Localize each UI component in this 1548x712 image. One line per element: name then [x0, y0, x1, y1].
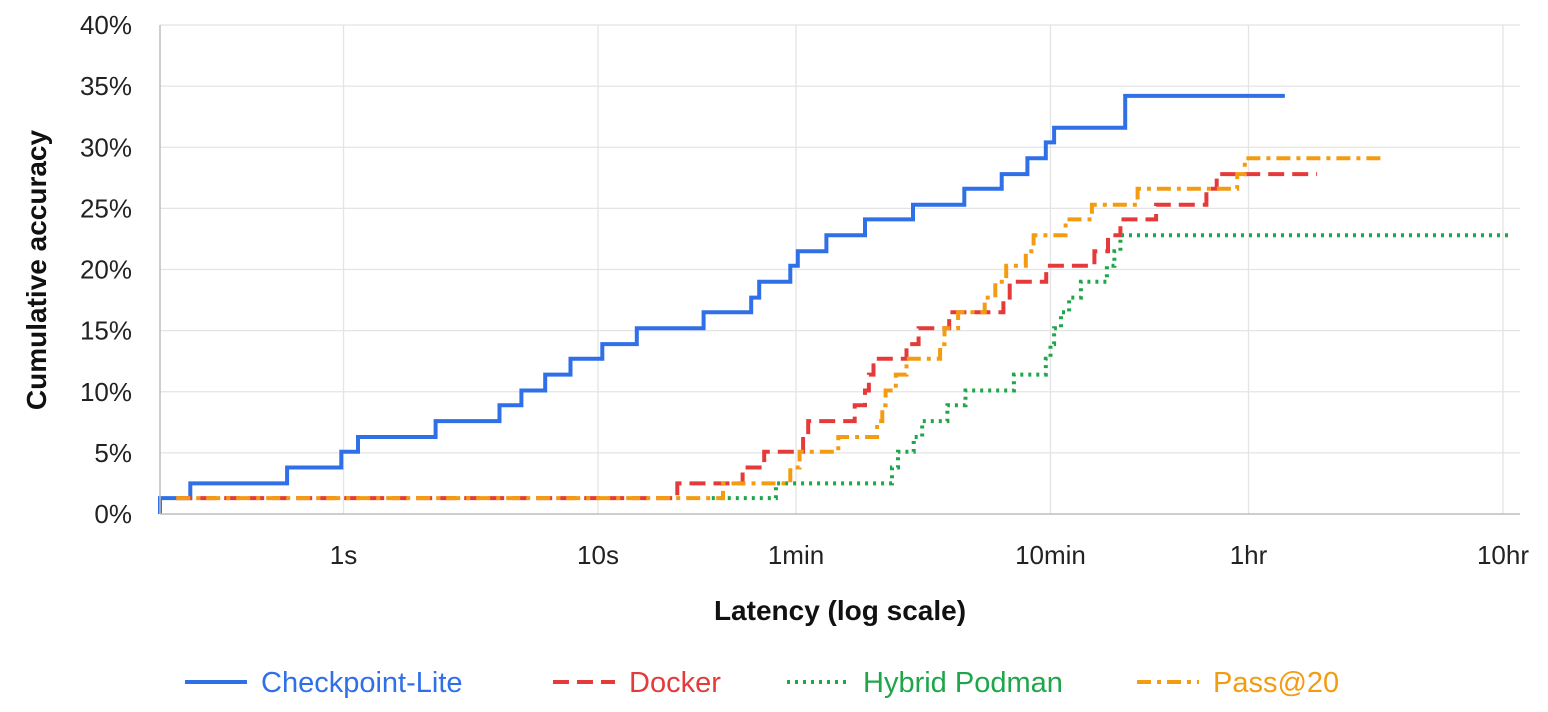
legend-label-docker: Docker [629, 667, 721, 699]
y-tick-label: 10% [80, 377, 132, 407]
x-tick-label: 1min [768, 540, 824, 570]
series-line-docker [176, 172, 1318, 501]
y-tick-label: 0% [94, 499, 132, 529]
legend-label-pass-20: Pass@20 [1213, 667, 1339, 699]
y-tick-label: 35% [80, 71, 132, 101]
series-lines [158, 93, 1512, 514]
axes: 0% 5% 10% 15% 20% 25% 30% 35% 40% 1s 10s 1min 10min 1… [80, 10, 1529, 570]
series-line-pass-20 [176, 156, 1382, 501]
y-tick-label: 30% [80, 132, 132, 162]
x-tick-label: 10s [577, 540, 619, 570]
series-line-checkpoint-lite [158, 93, 1285, 514]
legend-label-hybrid-podman: Hybrid Podman [863, 667, 1063, 699]
x-tick-label: 1hr [1230, 540, 1268, 570]
x-tick-label: 10hr [1477, 540, 1529, 570]
y-tick-label: 40% [80, 10, 132, 40]
x-tick-label: 10min [1015, 540, 1086, 570]
y-tick-label: 15% [80, 316, 132, 346]
y-tick-label: 5% [94, 438, 132, 468]
x-tick-label: 1s [330, 540, 357, 570]
x-axis-title: Latency (log scale) [714, 595, 966, 626]
legend: Checkpoint-Lite Docker Hybrid Podman Pass@2… [185, 667, 1339, 699]
series-line-hybrid-podman [711, 233, 1512, 501]
y-axis-title: Cumulative accuracy [21, 130, 52, 411]
legend-label-checkpoint-lite: Checkpoint-Lite [261, 667, 463, 699]
y-tick-label: 20% [80, 255, 132, 285]
grid [160, 24, 1520, 514]
y-tick-label: 25% [80, 193, 132, 223]
